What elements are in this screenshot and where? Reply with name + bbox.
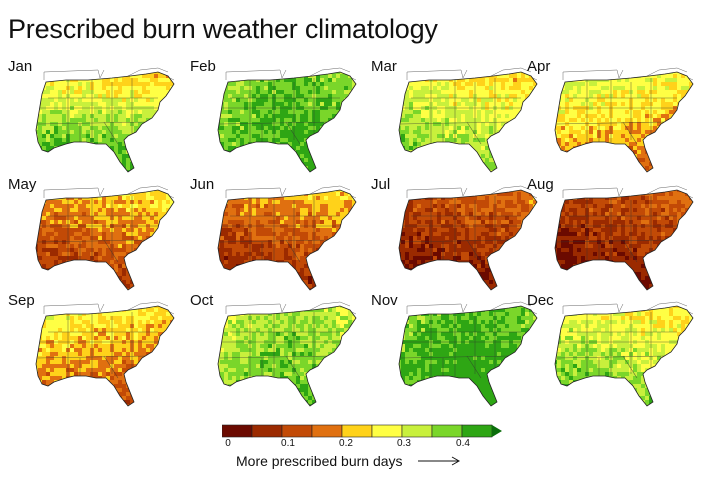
burn-day-field bbox=[555, 306, 693, 406]
colorbar-tick-label: 0.3 bbox=[397, 438, 411, 449]
month-panel-jun: Jun bbox=[190, 176, 358, 296]
region-outline bbox=[398, 189, 538, 291]
interior-state-lines bbox=[556, 196, 687, 264]
interior-state-lines bbox=[219, 312, 350, 380]
colorbar-segment bbox=[431, 424, 463, 438]
month-map bbox=[35, 301, 175, 407]
page-title: Prescribed burn weather climatology bbox=[8, 14, 438, 44]
colorbar-segment bbox=[341, 424, 373, 438]
month-map bbox=[398, 185, 538, 291]
state-boundaries bbox=[225, 67, 357, 81]
colorbar-tick-label: 0.2 bbox=[339, 438, 353, 449]
interior-state-lines bbox=[400, 196, 531, 264]
month-map bbox=[217, 185, 357, 291]
month-label: Oct bbox=[190, 292, 214, 309]
colorbar-extend-arrow bbox=[492, 425, 502, 437]
month-map bbox=[398, 67, 538, 173]
colorbar-caption: More prescribed burn days bbox=[236, 453, 403, 469]
month-panel-may: May bbox=[8, 176, 176, 296]
month-label: Nov bbox=[371, 292, 398, 309]
interior-state-lines bbox=[400, 312, 531, 380]
burn-day-field bbox=[555, 72, 693, 172]
month-map bbox=[217, 67, 357, 173]
interior-state-lines bbox=[37, 78, 168, 146]
region-outline bbox=[398, 71, 538, 173]
interior-state-lines bbox=[219, 78, 350, 146]
region-outline bbox=[35, 71, 175, 173]
region-outline bbox=[554, 71, 694, 173]
month-label: Apr bbox=[527, 58, 551, 75]
burn-day-field bbox=[399, 190, 537, 290]
right-arrow-icon bbox=[418, 456, 461, 466]
colorbar-tick-label: 0.1 bbox=[281, 438, 295, 449]
month-panel-nov: Nov bbox=[371, 292, 539, 412]
month-map bbox=[35, 67, 175, 173]
colorbar-tick-label: 0 bbox=[225, 438, 231, 449]
colorbar-segment bbox=[222, 424, 253, 438]
burn-day-field bbox=[36, 306, 174, 406]
month-label: Jun bbox=[190, 176, 215, 193]
burn-day-field bbox=[555, 190, 693, 290]
colorbar-segment bbox=[461, 424, 493, 438]
burn-day-field bbox=[36, 190, 174, 290]
colorbar-tick-label: 0.4 bbox=[456, 438, 470, 449]
region-outline bbox=[35, 305, 175, 407]
month-label: Jul bbox=[371, 176, 391, 193]
month-map bbox=[554, 301, 694, 407]
month-panel-apr: Apr bbox=[527, 58, 695, 178]
month-panel-aug: Aug bbox=[527, 176, 695, 296]
month-label: May bbox=[8, 176, 37, 193]
interior-state-lines bbox=[37, 312, 168, 380]
burn-day-field bbox=[36, 72, 174, 172]
region-outline bbox=[398, 305, 538, 407]
burn-day-field bbox=[399, 72, 537, 172]
interior-state-lines bbox=[556, 78, 687, 146]
region-outline bbox=[35, 189, 175, 291]
burn-day-field bbox=[218, 306, 356, 406]
interior-state-lines bbox=[219, 196, 350, 264]
month-panel-dec: Dec bbox=[527, 292, 695, 412]
region-outline bbox=[217, 305, 357, 407]
month-panel-jul: Jul bbox=[371, 176, 539, 296]
interior-state-lines bbox=[400, 78, 531, 146]
colorbar bbox=[222, 424, 502, 438]
month-label: Sep bbox=[8, 292, 35, 309]
colorbar-segment bbox=[401, 424, 433, 438]
month-panel-oct: Oct bbox=[190, 292, 358, 412]
colorbar-segment bbox=[371, 424, 403, 438]
region-outline bbox=[554, 305, 694, 407]
state-boundaries bbox=[406, 301, 538, 315]
burn-day-field bbox=[218, 190, 356, 290]
interior-state-lines bbox=[37, 196, 168, 264]
month-panel-mar: Mar bbox=[371, 58, 539, 178]
region-outline bbox=[554, 189, 694, 291]
month-map bbox=[554, 185, 694, 291]
month-label: Aug bbox=[527, 176, 554, 193]
month-label: Mar bbox=[371, 58, 397, 75]
colorbar-segment bbox=[311, 424, 343, 438]
colorbar-segment bbox=[251, 424, 283, 438]
colorbar-segment bbox=[281, 424, 313, 438]
month-label: Dec bbox=[527, 292, 554, 309]
month-map bbox=[554, 67, 694, 173]
month-panel-sep: Sep bbox=[8, 292, 176, 412]
burn-day-field bbox=[399, 306, 537, 406]
month-map bbox=[35, 185, 175, 291]
month-map bbox=[398, 301, 538, 407]
burn-day-field bbox=[218, 72, 356, 172]
month-panel-jan: Jan bbox=[8, 58, 176, 178]
region-outline bbox=[217, 71, 357, 173]
interior-state-lines bbox=[556, 312, 687, 380]
region-outline bbox=[217, 189, 357, 291]
month-label: Jan bbox=[8, 58, 33, 75]
month-panel-feb: Feb bbox=[190, 58, 358, 178]
month-label: Feb bbox=[190, 58, 216, 75]
month-map bbox=[217, 301, 357, 407]
